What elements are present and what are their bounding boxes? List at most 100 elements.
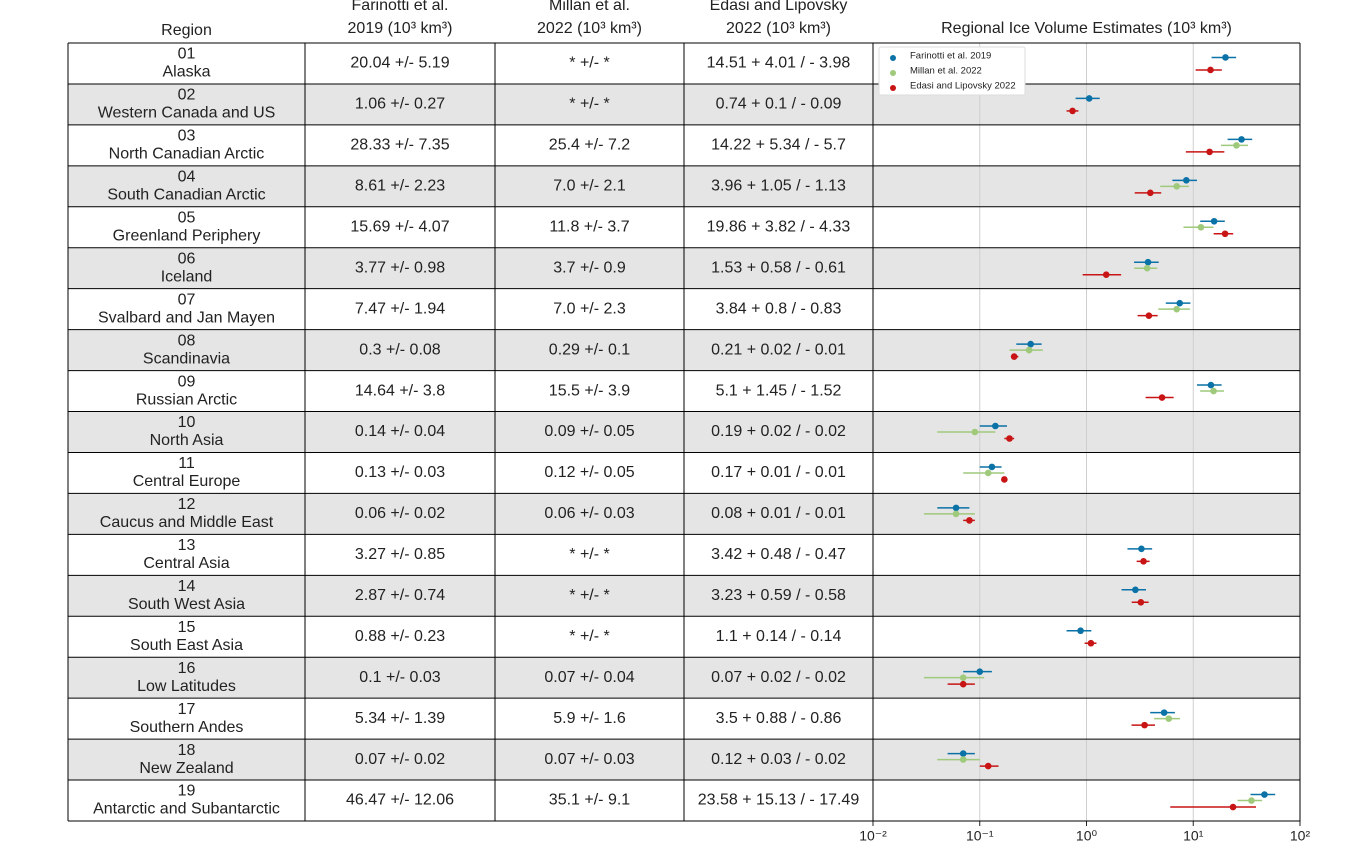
region-id: 09	[178, 373, 196, 390]
region-name: Central Europe	[133, 473, 241, 490]
column-header: Region	[161, 22, 212, 39]
point	[1137, 598, 1145, 606]
point	[959, 674, 967, 681]
cell: 19.86 + 3.82 / - 4.33	[707, 218, 851, 235]
cell: 14.64 +/- 3.8	[355, 382, 445, 399]
point	[971, 428, 979, 436]
point	[976, 668, 984, 675]
legend-marker	[890, 70, 896, 76]
cell: 3.27 +/- 0.85	[355, 546, 445, 563]
region-name: Low Latitudes	[137, 678, 236, 695]
cell: 0.13 +/- 0.03	[355, 464, 445, 481]
region-name: Caucus and Middle East	[100, 514, 274, 531]
cell: 0.07 +/- 0.03	[544, 751, 634, 768]
region-id: 02	[178, 87, 196, 104]
cell: 0.07 + 0.02 / - 0.02	[711, 669, 846, 686]
cell: 0.21 + 0.02 / - 0.01	[711, 341, 846, 358]
cell: * +/- *	[569, 546, 609, 563]
cell: 3.7 +/- 0.9	[553, 259, 626, 276]
cell: 0.29 +/- 0.1	[549, 341, 630, 358]
cell: 14.22 + 5.34 / - 5.7	[711, 137, 846, 154]
cell: 23.58 + 15.13 / - 17.49	[698, 792, 860, 809]
point	[959, 756, 967, 763]
region-id: 03	[178, 128, 196, 145]
cell: 7.0 +/- 2.3	[553, 300, 626, 317]
cell: 0.1 +/- 0.03	[359, 669, 440, 686]
region-name: Antarctic and Subantarctic	[93, 801, 280, 818]
point	[1145, 312, 1153, 319]
cell: 0.74 + 0.1 / - 0.09	[716, 96, 842, 113]
column-header: 2022 (10³ km³)	[537, 20, 642, 37]
point	[1147, 189, 1154, 197]
region-name: Central Asia	[143, 555, 229, 572]
point	[992, 422, 999, 430]
legend-marker	[890, 55, 896, 61]
region-id: 10	[178, 414, 196, 431]
point	[984, 469, 992, 477]
cell: 5.9 +/- 1.6	[553, 710, 626, 727]
point	[1077, 627, 1084, 635]
region-name: Greenland Periphery	[113, 227, 261, 244]
point	[1144, 258, 1152, 266]
point	[952, 504, 960, 512]
point	[1087, 639, 1095, 647]
point	[1221, 230, 1229, 238]
cell: 15.69 +/- 4.07	[350, 218, 449, 235]
cell: 3.23 + 0.59 / - 0.58	[711, 587, 846, 604]
cell: 0.12 +/- 0.05	[544, 464, 634, 481]
point	[1140, 558, 1147, 565]
region-id: 12	[178, 496, 196, 513]
cell: 25.4 +/- 7.2	[549, 137, 630, 154]
region-id: 01	[178, 46, 196, 63]
x-tick-label: 10¹	[1183, 828, 1204, 844]
point	[1001, 476, 1008, 483]
region-id: 05	[178, 209, 196, 226]
cell: 0.88 +/- 0.23	[355, 628, 445, 645]
region-name: South East Asia	[130, 637, 243, 654]
legend-label: Farinotti et al. 2019	[910, 51, 991, 62]
region-name: Southern Andes	[130, 719, 244, 736]
cell: 5.1 + 1.45 / - 1.52	[716, 382, 842, 399]
cell: 8.61 +/- 2.23	[355, 178, 445, 195]
region-name: Alaska	[162, 64, 210, 81]
point	[1238, 136, 1245, 143]
cell: 20.04 +/- 5.19	[350, 55, 449, 72]
region-id: 14	[178, 578, 196, 595]
region-id: 07	[178, 291, 196, 308]
cell: 0.19 + 0.02 / - 0.02	[711, 423, 846, 440]
point	[1210, 387, 1217, 395]
point	[1158, 394, 1166, 401]
region-id: 11	[178, 455, 195, 472]
column-header: Millan et al.	[549, 0, 630, 14]
point	[1006, 435, 1013, 442]
cell: 1.53 + 0.58 / - 0.61	[711, 259, 846, 276]
cell: 3.84 + 0.8 / - 0.83	[716, 300, 842, 317]
point	[952, 510, 960, 518]
point	[1027, 340, 1034, 348]
point	[984, 762, 992, 770]
column-header: Edasi and Lipovsky	[710, 0, 848, 14]
point	[1222, 54, 1229, 61]
cell: * +/- *	[569, 628, 609, 645]
point	[1132, 586, 1139, 594]
point	[1183, 177, 1190, 184]
point	[1010, 353, 1018, 360]
region-name: Iceland	[161, 268, 213, 285]
cell: 0.17 + 0.01 / - 0.01	[711, 464, 846, 481]
region-name: North Asia	[150, 432, 224, 449]
region-id: 16	[178, 660, 196, 677]
cell: 46.47 +/- 12.06	[346, 792, 454, 809]
cell: 3.5 + 0.88 / - 0.86	[716, 710, 842, 727]
cell: 0.06 +/- 0.02	[355, 505, 445, 522]
x-tick-label: 10⁻²	[859, 828, 887, 844]
point	[1141, 721, 1148, 729]
point	[1069, 107, 1076, 115]
x-tick-label: 10⁰	[1076, 828, 1098, 844]
point	[1207, 66, 1214, 74]
point	[1143, 264, 1151, 272]
region-id: 06	[178, 250, 196, 267]
region-id: 19	[178, 783, 196, 800]
cell: 0.09 +/- 0.05	[544, 423, 634, 440]
region-name: Western Canada and US	[98, 105, 276, 122]
point	[1165, 715, 1173, 722]
